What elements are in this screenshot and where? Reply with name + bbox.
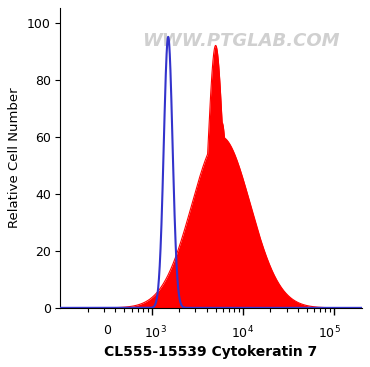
Y-axis label: Relative Cell Number: Relative Cell Number (9, 88, 21, 228)
Text: $10^4$: $10^4$ (231, 324, 254, 341)
Text: WWW.PTGLAB.COM: WWW.PTGLAB.COM (142, 32, 340, 50)
X-axis label: CL555-15539 Cytokeratin 7: CL555-15539 Cytokeratin 7 (104, 345, 318, 359)
Text: $10^3$: $10^3$ (144, 324, 167, 341)
Text: 0: 0 (103, 324, 111, 337)
Text: $10^5$: $10^5$ (318, 324, 341, 341)
